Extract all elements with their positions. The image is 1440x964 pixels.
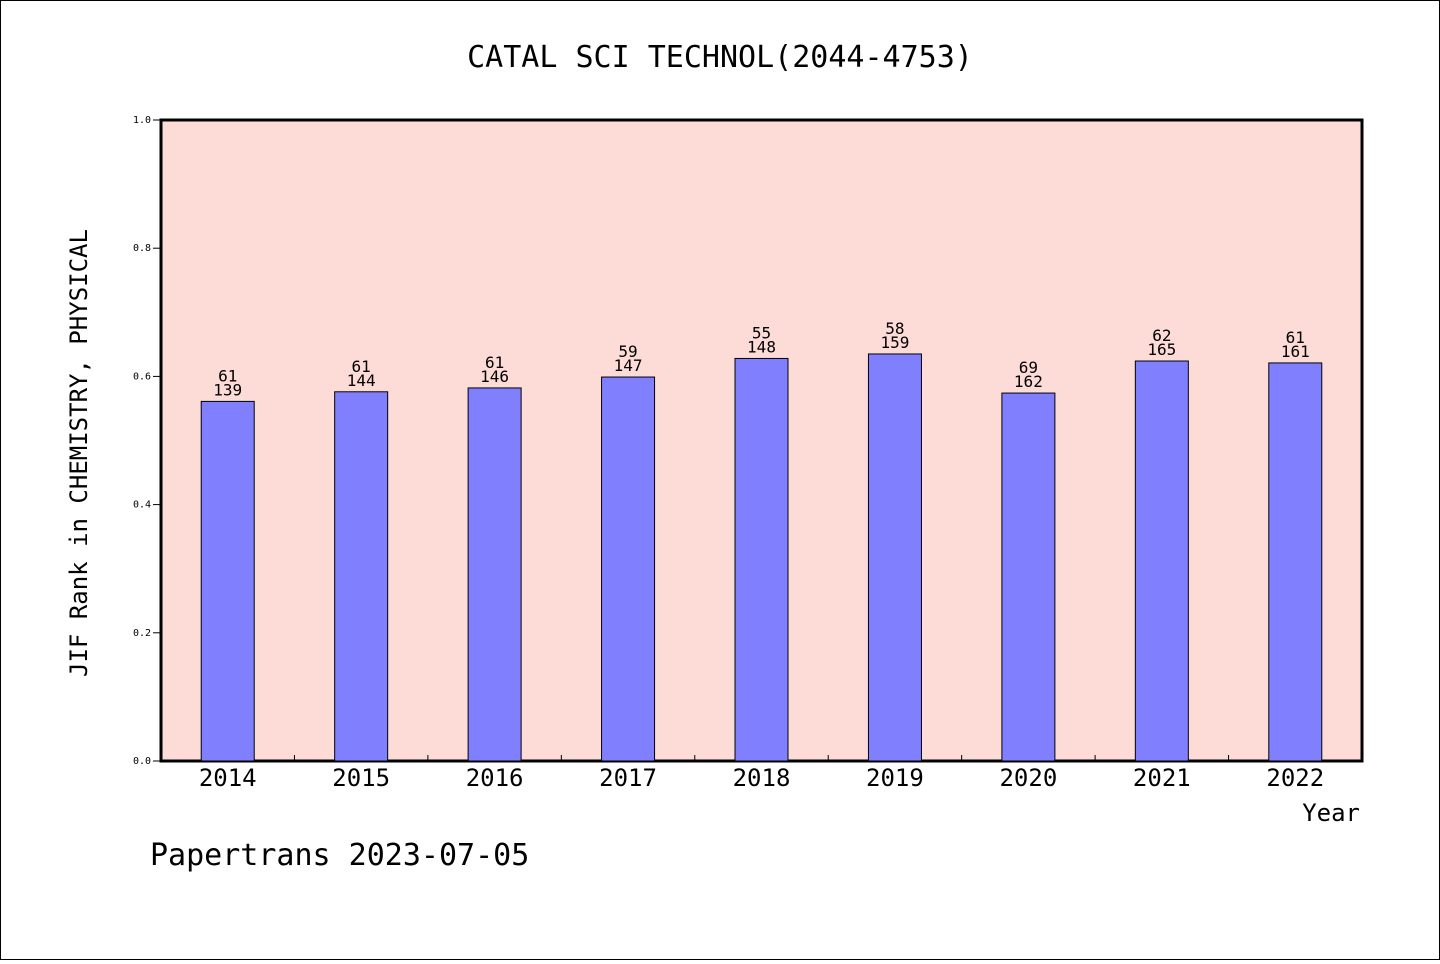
data-label-rank-2022: 61 xyxy=(1286,328,1305,347)
x-axis: 2014 2015 2016 2017 2018 2019 2020 2021 2022 xyxy=(199,755,1324,792)
data-label-rank-2018: 55 xyxy=(752,323,771,342)
x-tick-label-2019: 2019 xyxy=(866,764,924,792)
data-label-rank-2015: 61 xyxy=(352,357,371,376)
data-label-total-2014: 139 xyxy=(213,380,242,399)
x-axis-label: Year xyxy=(1302,799,1360,827)
x-tick-label-2016: 2016 xyxy=(466,764,524,792)
x-tick-label-2017: 2017 xyxy=(599,764,657,792)
y-tick-label: 0.4 xyxy=(133,500,151,511)
data-label-total-2016: 146 xyxy=(480,367,509,386)
data-label-rank-2021: 62 xyxy=(1152,326,1171,345)
y-axis: 0.0 0.2 0.4 0.6 0.8 1.0 xyxy=(133,115,161,767)
data-label-total-2018: 148 xyxy=(747,337,776,356)
data-label-rank-2014: 61 xyxy=(218,366,237,385)
x-tick-label-2020: 2020 xyxy=(999,764,1057,792)
data-label-total-2015: 144 xyxy=(347,371,376,390)
y-tick-label: 1.0 xyxy=(133,115,151,126)
data-label-total-2022: 161 xyxy=(1281,342,1310,361)
data-label-rank-2020: 69 xyxy=(1019,358,1038,377)
data-label-rank-2019: 58 xyxy=(885,319,904,338)
data-label-rank-2016: 61 xyxy=(485,353,504,372)
bar-2021 xyxy=(1134,360,1189,762)
bars-group: 6113961144611465914755148581596916262165… xyxy=(200,319,1323,762)
data-label-total-2017: 147 xyxy=(614,356,643,375)
y-tick-label: 0.2 xyxy=(133,628,151,639)
bar-2022 xyxy=(1268,362,1323,762)
y-tick-label: 0.8 xyxy=(133,243,151,254)
bar-2015 xyxy=(334,391,389,762)
bar-2018 xyxy=(734,357,789,762)
y-axis-label: JIF Rank in CHEMISTRY, PHYSICAL xyxy=(65,229,93,677)
bar-2016 xyxy=(467,387,522,762)
data-label-total-2019: 159 xyxy=(880,333,909,352)
x-tick-label-2015: 2015 xyxy=(332,764,390,792)
data-label-total-2021: 165 xyxy=(1147,340,1176,359)
bar-2017 xyxy=(601,376,656,762)
footer-text: Papertrans 2023-07-05 xyxy=(150,838,529,873)
bar-2019 xyxy=(867,353,922,762)
y-tick-label: 0.6 xyxy=(133,371,151,382)
x-tick-label-2021: 2021 xyxy=(1133,764,1191,792)
data-label-rank-2017: 59 xyxy=(618,342,637,361)
x-tick-label-2014: 2014 xyxy=(199,764,257,792)
x-tick-label-2022: 2022 xyxy=(1266,764,1324,792)
y-tick-label: 0.0 xyxy=(133,756,151,767)
chart-title: CATAL SCI TECHNOL(2044-4753) xyxy=(467,40,973,75)
bar-2020 xyxy=(1001,392,1056,762)
x-tick-label-2018: 2018 xyxy=(733,764,791,792)
data-label-total-2020: 162 xyxy=(1014,372,1043,391)
bar-2014 xyxy=(200,400,255,762)
